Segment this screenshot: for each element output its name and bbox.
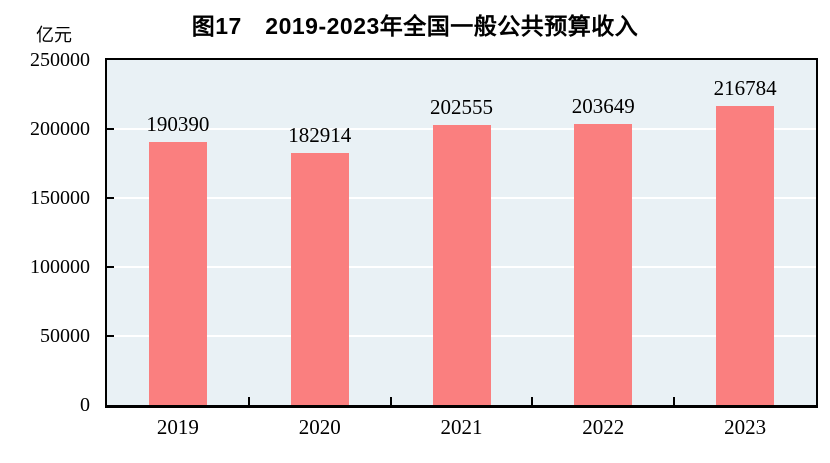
x-axis-tick: [389, 397, 392, 405]
x-axis-label-2023: 2023: [724, 415, 767, 439]
bar-2020: [290, 152, 349, 405]
y-axis-tick-label: 50000: [40, 325, 90, 347]
y-axis-tick-label: 250000: [30, 49, 90, 71]
bar-value-label: 202555: [430, 95, 493, 120]
x-axis-label-2021: 2021: [440, 415, 483, 439]
y-axis-tick-label: 0: [80, 394, 90, 416]
y-axis-tick: [107, 197, 114, 199]
bar-2019: [148, 142, 207, 405]
bar-value-label: 190390: [146, 112, 210, 137]
y-axis-tick: [107, 128, 114, 130]
x-axis-tick: [247, 397, 250, 405]
bar-value-label: 182914: [288, 122, 352, 147]
x-axis-label-2022: 2022: [582, 415, 625, 439]
bar-2021: [432, 125, 491, 405]
bar-2022: [574, 123, 633, 405]
y-axis-tick-label: 100000: [30, 256, 90, 278]
bar-value-label: 216784: [713, 75, 777, 100]
y-axis-tick: [107, 335, 114, 337]
y-axis-tick: [107, 266, 114, 268]
y-axis-unit-label: 亿元: [36, 25, 72, 45]
bar-value-label: 203649: [571, 93, 635, 118]
plot-area: 190390 182914 202555 203649 216784: [105, 58, 818, 408]
x-axis-tick: [531, 397, 534, 405]
y-axis-tick-label: 200000: [30, 118, 90, 140]
x-axis-label-2019: 2019: [156, 415, 199, 439]
x-axis-tick: [673, 397, 676, 405]
y-axis-tick-label: 150000: [30, 187, 90, 209]
chart-title: 图17 2019-2023年全国一般公共预算收入: [191, 13, 639, 39]
bar-2023: [716, 105, 775, 405]
x-axis-label-2020: 2020: [298, 415, 341, 439]
